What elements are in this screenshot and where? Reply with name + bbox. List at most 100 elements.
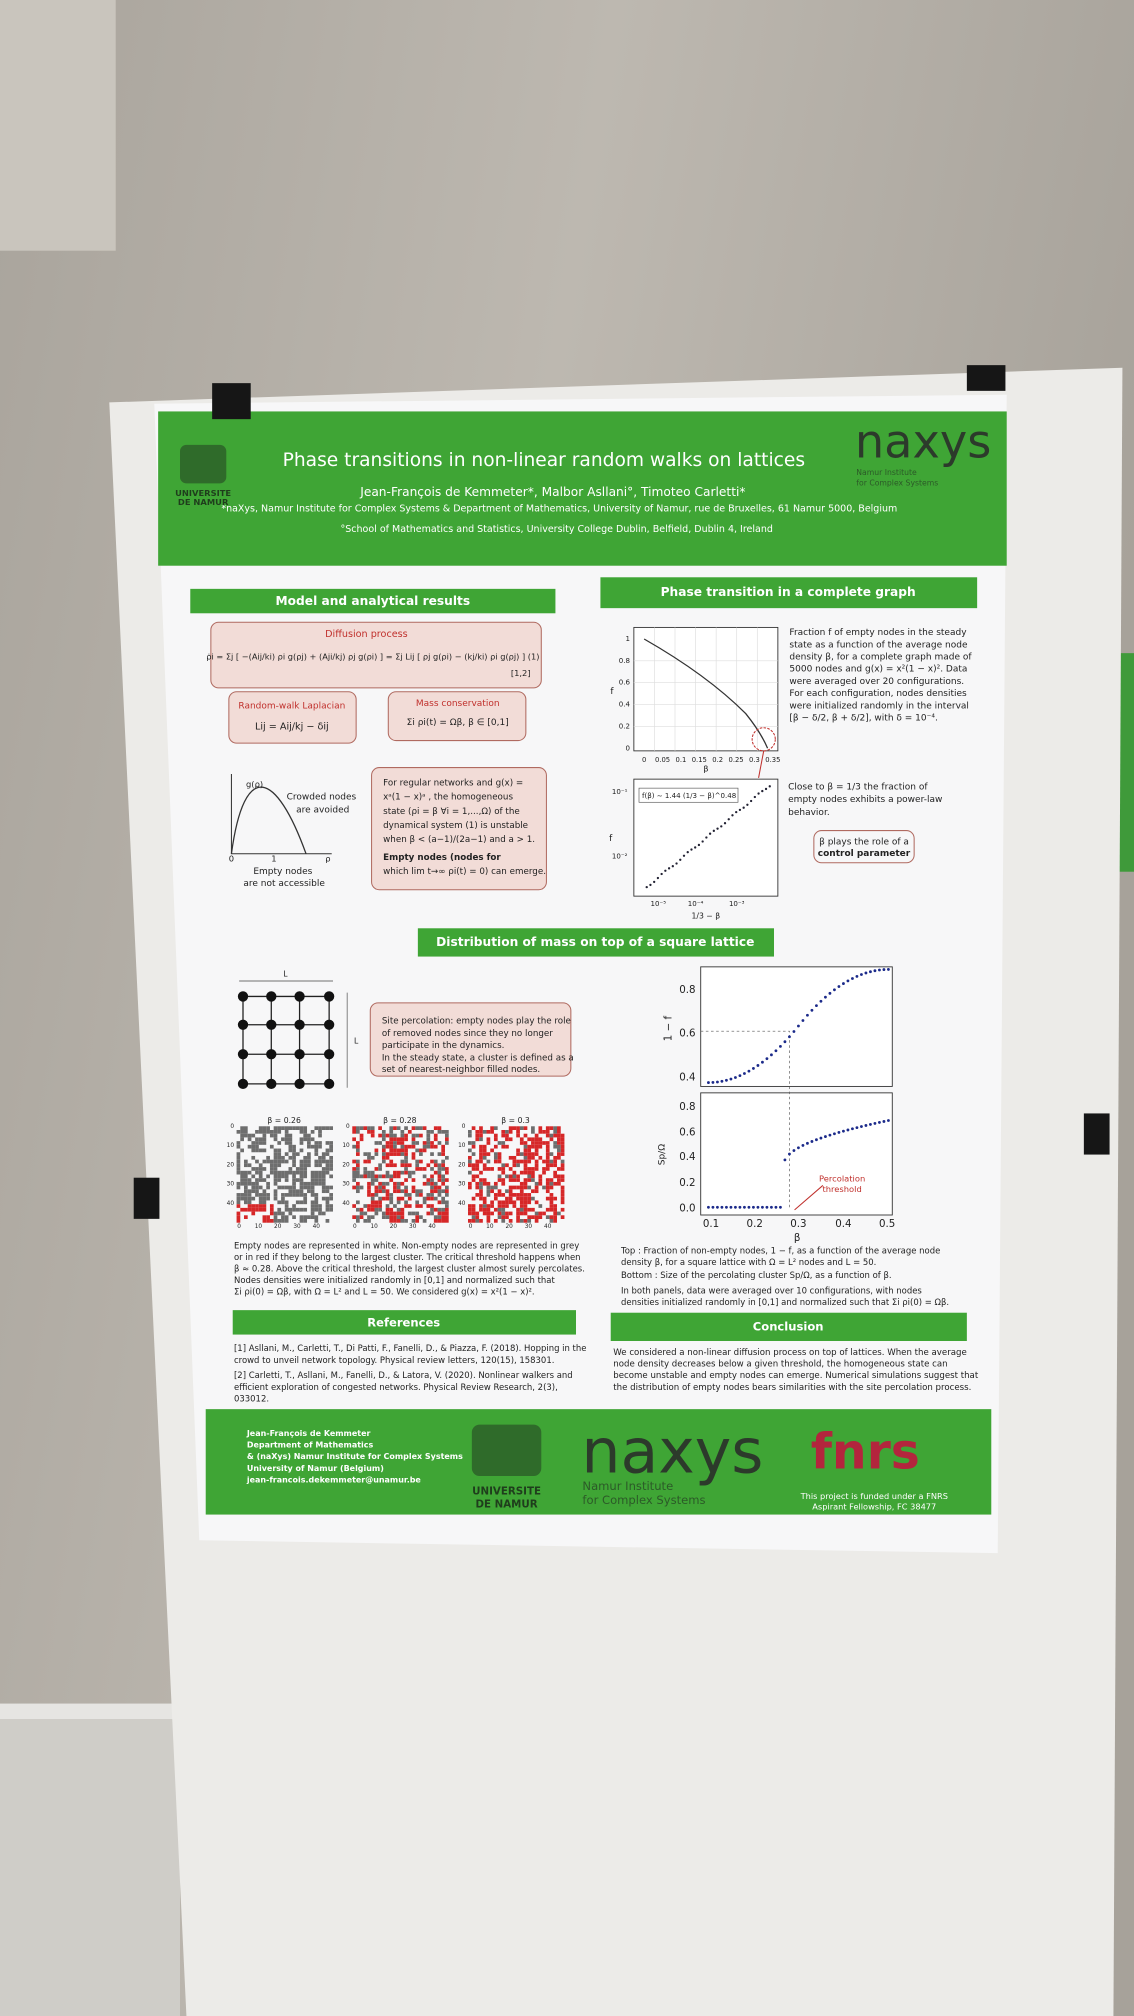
cell [433, 1170, 438, 1175]
cell [479, 1144, 483, 1149]
dot [708, 832, 712, 835]
cell [545, 1196, 550, 1201]
cell [523, 1211, 528, 1216]
cell [519, 1185, 524, 1190]
cell [512, 1178, 517, 1182]
cell [378, 1181, 382, 1186]
cell [389, 1163, 394, 1168]
cell [299, 1141, 304, 1145]
tick-label: 0.6 [679, 1028, 695, 1040]
cell [381, 1174, 386, 1179]
cell [441, 1200, 446, 1205]
cell [404, 1148, 408, 1153]
cell [497, 1215, 502, 1220]
cell [493, 1196, 498, 1201]
cell [415, 1163, 420, 1168]
cell [281, 1219, 285, 1223]
cell [299, 1167, 304, 1171]
box-text: Site percolation: empty nodes play the r… [382, 1016, 571, 1026]
tick-label: 0.8 [679, 984, 695, 996]
dot [810, 1008, 814, 1012]
cell [549, 1163, 554, 1168]
cell [281, 1211, 285, 1216]
cell [258, 1207, 263, 1212]
cell [325, 1185, 330, 1190]
cell [445, 1133, 449, 1138]
cell [523, 1163, 528, 1168]
cell [352, 1137, 356, 1142]
cell [516, 1219, 520, 1223]
paragraph: were initialized randomly in the interva… [789, 701, 968, 711]
cell [411, 1189, 416, 1194]
cell [277, 1163, 282, 1168]
dot [738, 1074, 742, 1078]
dot [697, 843, 701, 847]
cell [430, 1185, 434, 1190]
cell [437, 1141, 442, 1145]
cell [468, 1155, 472, 1160]
cell [381, 1148, 386, 1153]
cell [468, 1159, 472, 1164]
cell [281, 1126, 285, 1130]
cell [355, 1163, 360, 1168]
cell [445, 1167, 449, 1171]
cell [367, 1219, 371, 1223]
cell [307, 1215, 311, 1220]
cell [258, 1185, 263, 1190]
cell [258, 1126, 263, 1130]
cell [523, 1144, 528, 1149]
annotation: Crowded nodes [287, 793, 357, 803]
cell [355, 1126, 360, 1130]
cell [545, 1181, 550, 1186]
box-text: participate in the dynamics. [382, 1041, 505, 1051]
cell [363, 1159, 368, 1164]
cell [367, 1215, 371, 1220]
cell [273, 1159, 278, 1164]
cell [560, 1152, 565, 1156]
cell [273, 1181, 278, 1186]
cell [381, 1159, 386, 1164]
cell [479, 1196, 483, 1201]
cell [441, 1181, 446, 1186]
cell [437, 1185, 442, 1190]
cell [381, 1215, 386, 1220]
cell [310, 1193, 315, 1197]
cell [501, 1207, 506, 1212]
tick-label: 0 [229, 853, 234, 863]
cell [389, 1219, 394, 1223]
cell [557, 1126, 561, 1130]
cell [314, 1204, 319, 1208]
cell [269, 1211, 274, 1216]
cell [240, 1174, 244, 1179]
lattice-node [237, 991, 249, 1002]
cell [367, 1185, 371, 1190]
lattice-node [266, 991, 277, 1002]
dot [738, 808, 742, 812]
cell [419, 1167, 423, 1171]
cell [247, 1204, 252, 1208]
cell [329, 1193, 333, 1197]
cell [400, 1219, 405, 1223]
cell [303, 1137, 308, 1142]
cell [437, 1200, 442, 1205]
cell [430, 1189, 434, 1194]
cell [437, 1152, 442, 1156]
cell [288, 1133, 293, 1138]
cell [527, 1152, 532, 1156]
cell [430, 1159, 434, 1164]
caption: Nodes densities were initialized randoml… [234, 1275, 555, 1285]
reference: crowd to unveil network topology. Physic… [234, 1355, 554, 1365]
cell [393, 1204, 397, 1208]
cell [493, 1155, 498, 1160]
dot [882, 968, 886, 971]
cell [299, 1185, 304, 1190]
cell [273, 1129, 278, 1134]
tick-label: 0 [237, 1224, 241, 1230]
equation-box [210, 621, 542, 689]
cell [292, 1189, 296, 1194]
cell [307, 1181, 311, 1186]
cell [277, 1129, 282, 1134]
tick-label: 40 [458, 1201, 466, 1207]
cell [352, 1185, 356, 1190]
cell [381, 1196, 386, 1201]
